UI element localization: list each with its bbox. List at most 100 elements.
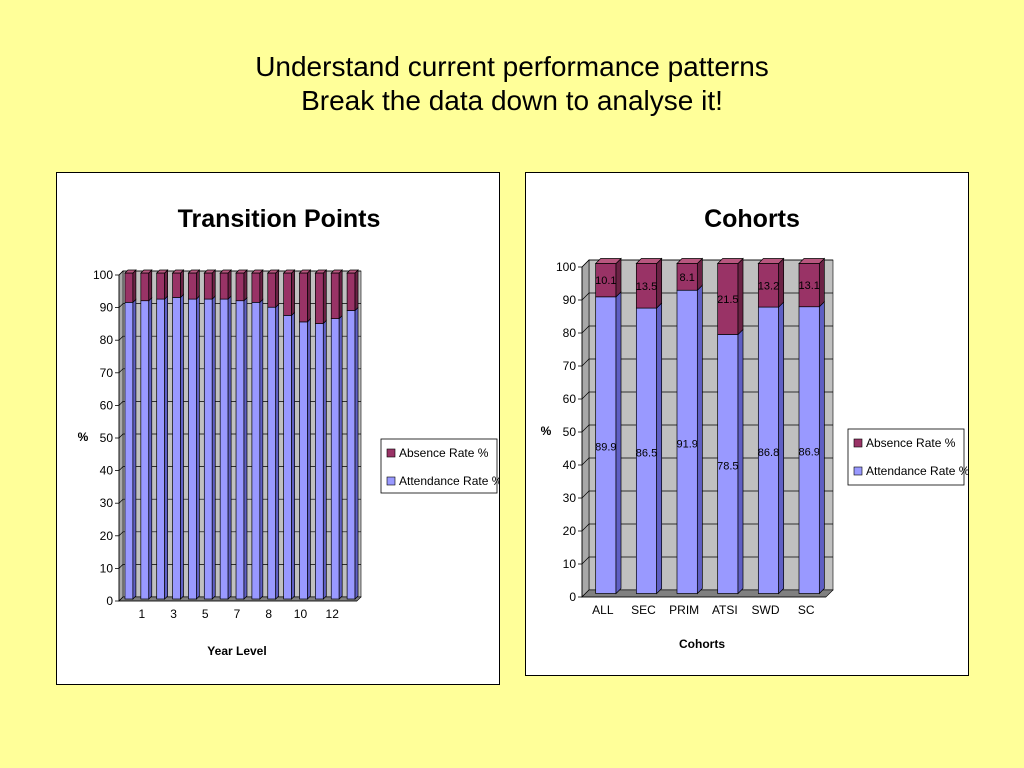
cohorts-bar-attendance-side <box>696 284 703 595</box>
cohorts-gridline <box>581 523 833 532</box>
transition-bar-absence <box>346 272 356 311</box>
transition-bar-attendance <box>315 323 324 600</box>
transition-bar-absence-side <box>227 269 232 300</box>
cohorts-bar-top <box>716 258 744 264</box>
transition-bar-absence <box>172 272 181 298</box>
transition-x-tick-label: 10 <box>294 607 308 621</box>
transition-bar-absence <box>251 272 261 303</box>
cohorts-y-tick-label: 50 <box>563 425 577 439</box>
cohorts-gridline <box>581 391 833 400</box>
cohorts-y-tick-label: 70 <box>563 359 577 373</box>
cohorts-data-label-attendance: 86.9 <box>798 447 819 459</box>
cohorts-data-label-attendance: 86.5 <box>636 447 657 459</box>
cohorts-data-label-absence: 21.5 <box>717 294 738 306</box>
transition-gridline <box>118 498 361 504</box>
transition-bar-attendance-side <box>243 296 248 600</box>
cohorts-y-axis-label: % <box>541 424 552 438</box>
transition-bar-attendance <box>251 301 261 600</box>
cohorts-y-tick-label: 80 <box>563 326 577 340</box>
cohorts-data-label-attendance: 91.9 <box>676 438 697 450</box>
cohorts-bar-attendance-side <box>778 301 785 595</box>
cohorts-chart: Cohorts 0 10 20 30 40 50 60 70 80 90 100 89.9 10.1 ALL… <box>541 205 968 651</box>
cohorts-chart-panel: Cohorts 0 10 20 30 40 50 60 70 80 90 100 89.9 10.1 ALL… <box>525 172 969 676</box>
cohorts-bar-top <box>594 258 622 264</box>
transition-bar-absence-side <box>211 269 216 300</box>
cohorts-bar-absence-side <box>656 257 663 309</box>
cohorts-bar-absence-side <box>818 257 825 308</box>
transition-y-tick-label: 50 <box>100 431 114 445</box>
cohorts-legend-label: Absence Rate % <box>866 436 956 450</box>
transition-x-tick-label: 8 <box>265 607 272 621</box>
cohorts-bar-top <box>635 258 663 264</box>
transition-bar-absence-side <box>291 269 295 317</box>
cohorts-gridline <box>581 325 833 334</box>
transition-x-axis-label: Year Level <box>207 644 266 658</box>
transition-bar-absence <box>188 272 197 300</box>
cohorts-y-tick-label: 100 <box>556 260 576 274</box>
transition-y-tick-label: 70 <box>100 366 114 380</box>
cohorts-bar-absence-side <box>696 257 703 292</box>
cohorts-x-tick-label: SC <box>798 603 815 617</box>
transition-gridline <box>118 564 361 569</box>
transition-bar-top <box>251 269 264 274</box>
transition-bar-attendance <box>172 297 181 600</box>
transition-bar-attendance-side <box>196 295 200 600</box>
transition-x-tick-label: 7 <box>234 607 241 621</box>
transition-bar-absence <box>267 272 277 308</box>
transition-bar-absence-side <box>338 269 343 320</box>
transition-bar-top <box>314 269 328 274</box>
cohorts-x-tick-label: SWD <box>752 603 780 617</box>
transition-bar-top <box>203 269 217 274</box>
transition-bar-attendance-side <box>307 318 311 600</box>
transition-y-tick-label: 90 <box>100 301 114 315</box>
transition-bar-absence <box>219 272 229 300</box>
cohorts-bar-top <box>798 258 826 264</box>
transition-bar-attendance-side <box>211 295 216 600</box>
transition-bar-top <box>155 269 169 274</box>
transition-bar-absence-side <box>196 269 200 300</box>
transition-bar-attendance <box>299 321 308 600</box>
cohorts-legend-swatch <box>853 466 863 476</box>
transition-bar-absence <box>203 272 213 300</box>
transition-legend-label: Attendance Rate % <box>399 474 499 488</box>
transition-bar-absence-side <box>132 269 137 304</box>
slide-title-line-1: Understand current performance patterns <box>255 51 769 82</box>
cohorts-data-label-absence: 10.1 <box>595 275 616 287</box>
cohorts-gridline <box>581 457 833 466</box>
transition-x-tick-label: 3 <box>170 607 177 621</box>
cohorts-data-label-absence: 8.1 <box>680 272 695 284</box>
cohorts-y-tick-label: 20 <box>563 524 577 538</box>
transition-bar-attendance-side <box>322 319 327 600</box>
cohorts-bar-top <box>676 258 704 264</box>
transition-bar-attendance-side <box>275 303 280 600</box>
transition-bar-attendance <box>235 300 245 600</box>
transition-bar-attendance-side <box>291 311 295 600</box>
transition-legend-label: Absence Rate % <box>399 446 489 460</box>
cohorts-plot-floor <box>581 589 834 598</box>
transition-bar-attendance-side <box>354 306 359 600</box>
transition-bar-attendance-side <box>338 314 343 600</box>
cohorts-data-label-absence: 13.2 <box>758 280 779 292</box>
transition-bar-attendance-side <box>132 298 137 600</box>
cohorts-y-tick-label: 0 <box>569 590 576 604</box>
transition-bar-top <box>124 269 137 274</box>
transition-y-tick-label: 60 <box>100 398 114 412</box>
cohorts-bar-absence-side <box>737 257 744 336</box>
transition-bar-absence <box>124 272 134 303</box>
cohorts-bar-top <box>757 258 785 264</box>
cohorts-data-label-absence: 13.5 <box>636 281 657 293</box>
slide-title-line-2: Break the data down to analyse it! <box>301 85 723 116</box>
cohorts-bar-absence-side <box>615 257 622 298</box>
cohorts-x-axis-label: Cohorts <box>679 637 725 651</box>
transition-legend <box>380 438 498 494</box>
cohorts-y-tick-label: 40 <box>563 458 577 472</box>
transition-y-tick-label: 40 <box>100 464 114 478</box>
transition-bar-attendance <box>330 318 340 600</box>
transition-x-tick-label: 12 <box>326 607 340 621</box>
transition-gridline <box>118 335 361 341</box>
cohorts-gridline <box>581 424 833 433</box>
transition-gridline <box>118 270 361 276</box>
transition-bar-attendance <box>140 300 150 600</box>
transition-bar-top <box>330 269 344 274</box>
transition-bar-attendance-side <box>148 296 153 600</box>
